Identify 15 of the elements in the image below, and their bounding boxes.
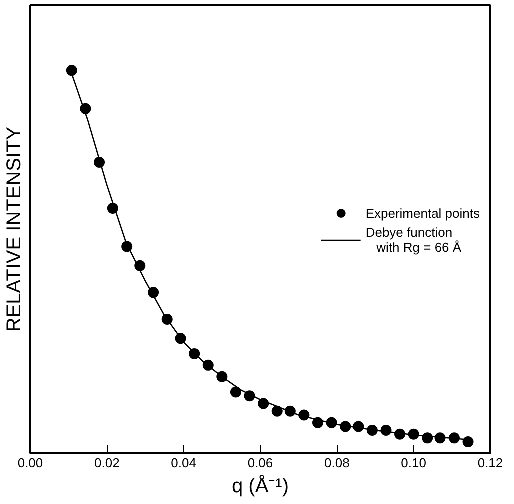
point	[230, 386, 242, 398]
x-tick-label: 0.02	[94, 456, 120, 470]
point	[272, 406, 283, 417]
x-tick-label: 0.08	[324, 456, 350, 470]
x-tick-label: 0.06	[248, 456, 274, 470]
x-axis-title: q (Å⁻¹)	[232, 474, 289, 498]
x-tick-label: 0.10	[401, 456, 426, 470]
legend-label: Experimental points	[366, 206, 480, 220]
x-tick-label: 0.04	[171, 456, 196, 470]
point	[66, 65, 78, 76]
point	[462, 436, 474, 448]
x-tick-label: 0.12	[478, 456, 504, 470]
legend-label: Debye function with Rg = 66 Å	[366, 225, 462, 255]
x-tick-label: 0.00	[18, 456, 44, 470]
y-axis-title: RELATIVE INTENSITY	[4, 126, 26, 332]
